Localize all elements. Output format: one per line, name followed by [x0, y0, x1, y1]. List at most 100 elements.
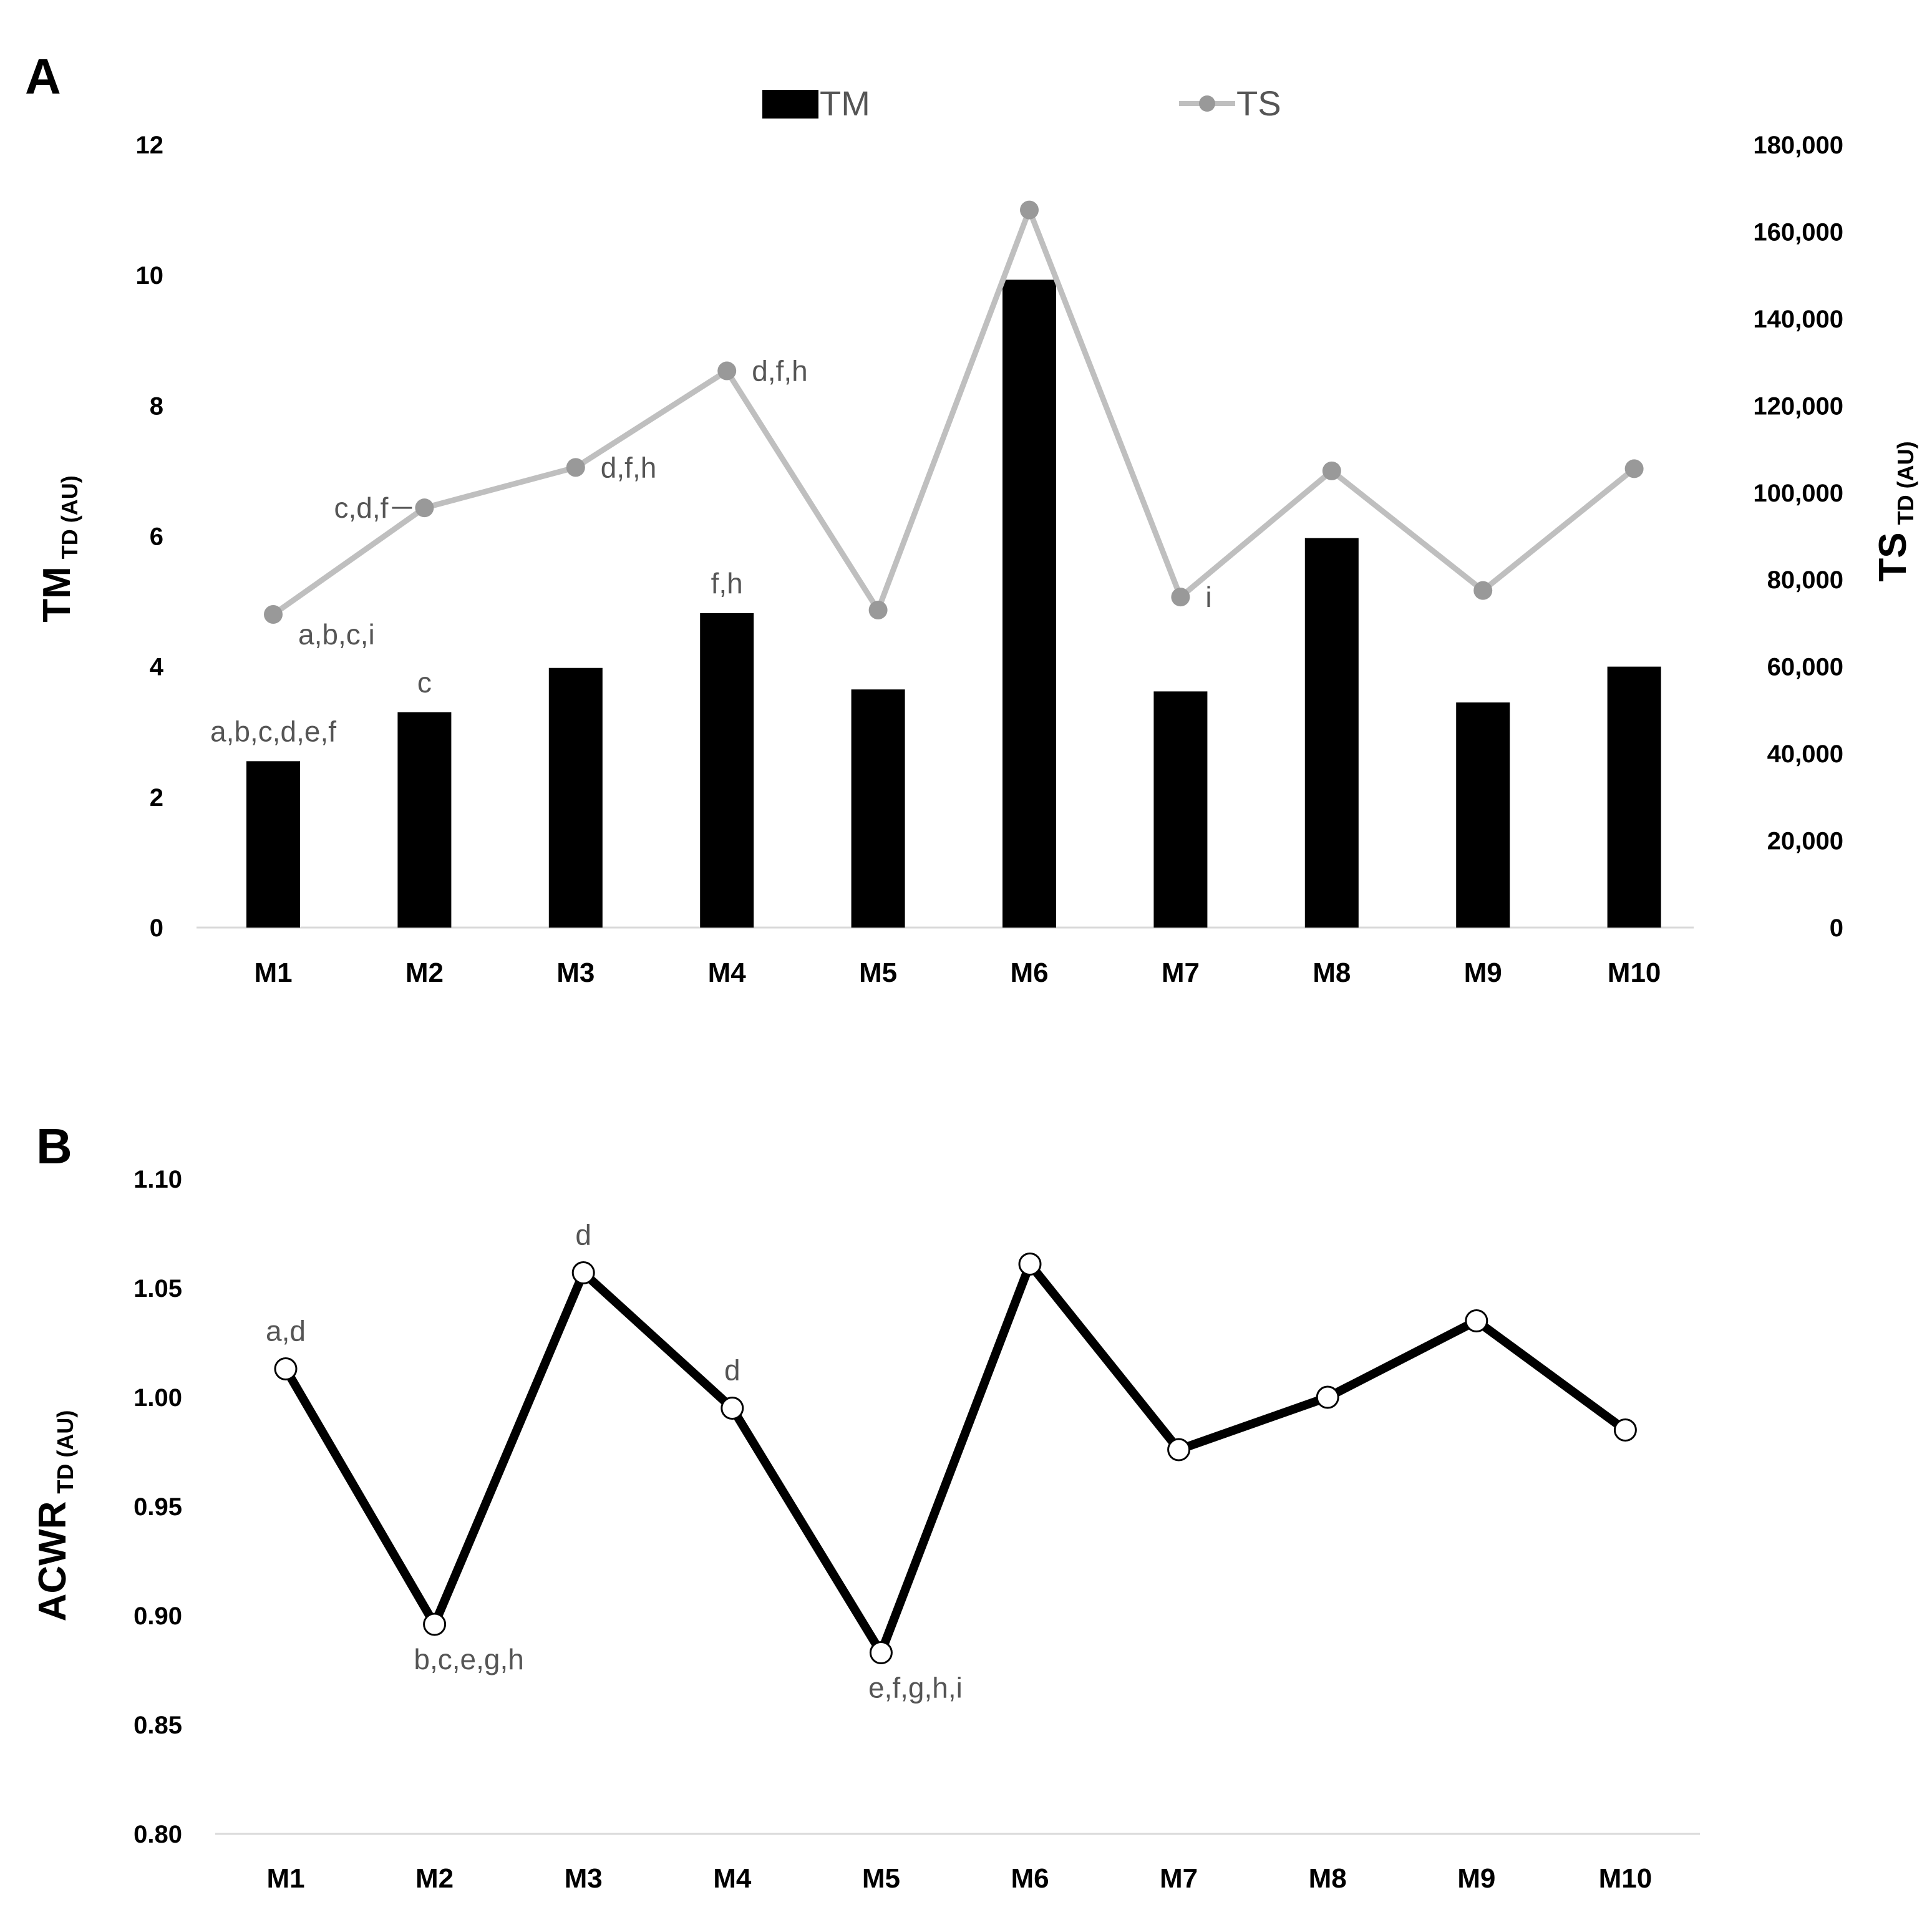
legend-ts-marker [1199, 95, 1215, 112]
acwr-point [274, 1357, 298, 1380]
category-label: M5 [859, 957, 897, 988]
panel-a-ts-line [264, 200, 1644, 624]
panel-b-acwr-line [274, 1253, 1637, 1664]
right-tick-label: 40,000 [1767, 740, 1843, 768]
tm-bar [397, 712, 452, 928]
ts-point [1322, 461, 1341, 480]
panel-b-label: B [36, 1118, 72, 1174]
acwr-annotation: d [575, 1219, 591, 1251]
tm-annotation: f,h [711, 567, 743, 599]
category-label: M3 [556, 957, 595, 988]
acwr-point [1316, 1385, 1339, 1409]
left-tick-label: 0 [150, 914, 163, 942]
category-label: M5 [862, 1863, 900, 1894]
acwr-annotation: e,f,g,h,i [868, 1672, 963, 1704]
tm-bar [1304, 538, 1359, 928]
panel-a-bars [246, 279, 1661, 928]
panel-b-categories: M1 M2 M3 M4 M5 M6 M7 M8 M9 M10 [266, 1863, 1652, 1894]
category-label: M1 [254, 957, 292, 988]
acwr-annotation: b,c,e,g,h [414, 1643, 523, 1675]
ts-point [1020, 200, 1039, 220]
ts-series-line [271, 207, 1636, 617]
panel-b-ticks: 0.80 0.85 0.90 0.95 1.00 1.05 1.10 [133, 1166, 182, 1848]
ts-annotation: i [1205, 581, 1211, 613]
left-axis-title-sub: TD (AU) [57, 475, 82, 559]
category-label: M10 [1599, 1863, 1653, 1894]
category-label: M10 [1608, 957, 1661, 988]
tm-annotation: a,b,c,d,e,f [210, 715, 336, 747]
left-tick-label: 10 [136, 262, 164, 289]
acwr-point [869, 1641, 893, 1664]
panel-a-right-axis-title: TS TD (AU) [1871, 441, 1918, 581]
tm-bar [246, 761, 300, 928]
tm-bar [1153, 691, 1208, 928]
acwr-tick-label: 1.10 [133, 1166, 182, 1193]
legend-ts-label: TS [1236, 84, 1281, 123]
right-axis-title-main: TS [1871, 532, 1915, 581]
acwr-series-line [281, 1259, 1628, 1657]
left-tick-label: 4 [150, 654, 164, 681]
acwr-point [1018, 1253, 1042, 1276]
panel-b-y-axis-title: ACWR TD (AU) [31, 1410, 78, 1622]
tm-bar [1002, 279, 1056, 928]
tm-bar [1456, 702, 1510, 928]
ts-point [264, 605, 283, 624]
acwr-axis-title-sub: TD (AU) [52, 1410, 78, 1494]
ts-point [1171, 588, 1190, 607]
ts-annotation: d,f,h [752, 355, 808, 387]
ts-annotation: d,f,h [601, 451, 657, 483]
ts-annotation: c,d,f [334, 492, 388, 524]
panel-a-legend: TM TS [762, 84, 1281, 123]
panel-a-left-ticks: 0 2 4 6 8 10 12 [136, 132, 164, 942]
legend-tm-swatch [762, 90, 818, 119]
acwr-annotation: d [724, 1354, 740, 1387]
acwr-point [423, 1612, 447, 1636]
category-label: M8 [1313, 957, 1351, 988]
panel-a-categories: M1 M2 M3 M4 M5 M6 M7 M8 M9 M10 [254, 957, 1661, 988]
ts-annotation: a,b,c,i [298, 618, 375, 651]
acwr-tick-label: 0.80 [133, 1821, 182, 1848]
category-label: M4 [708, 957, 747, 988]
category-label: M4 [713, 1863, 752, 1894]
tm-bar [1607, 666, 1661, 928]
panel-a-right-ticks: 0 20,000 40,000 60,000 80,000 100,000 120,000 1… [1753, 132, 1843, 942]
category-label: M1 [266, 1863, 304, 1894]
acwr-annotation: a,d [266, 1315, 306, 1347]
panel-a-left-axis-title: TM TD (AU) [36, 475, 82, 623]
left-tick-label: 6 [150, 523, 163, 551]
acwr-point [571, 1261, 595, 1284]
acwr-point [1465, 1309, 1488, 1332]
category-label: M2 [405, 957, 444, 988]
category-label: M3 [565, 1863, 603, 1894]
acwr-point [721, 1397, 744, 1420]
right-tick-label: 0 [1830, 914, 1843, 942]
acwr-tick-label: 1.05 [133, 1275, 182, 1302]
category-label: M9 [1464, 957, 1502, 988]
category-label: M8 [1309, 1863, 1347, 1894]
legend-tm-label: TM [820, 84, 870, 123]
ts-point [717, 361, 737, 381]
category-label: M6 [1011, 1863, 1049, 1894]
acwr-tick-label: 1.00 [133, 1384, 182, 1412]
category-label: M6 [1010, 957, 1048, 988]
panel-a-label: A [25, 49, 61, 104]
tm-annotation: c [417, 666, 432, 699]
left-tick-label: 8 [150, 392, 163, 420]
ts-point [1473, 581, 1493, 600]
acwr-tick-label: 0.90 [133, 1602, 182, 1630]
right-tick-label: 80,000 [1767, 566, 1843, 594]
category-label: M7 [1162, 957, 1200, 988]
panel-a-annotations: a,b,c,d,e,f c f,h a,b,c,i c,d,f d,f,h d,f,h i [210, 355, 1212, 748]
right-tick-label: 140,000 [1753, 306, 1843, 333]
left-tick-label: 2 [150, 784, 163, 812]
right-axis-title-sub: TD (AU) [1893, 441, 1918, 525]
panel-b-annotations: a,d b,c,e,g,h d d e,f,g,h,i [266, 1219, 963, 1704]
right-tick-label: 60,000 [1767, 654, 1843, 681]
right-tick-label: 100,000 [1753, 480, 1843, 507]
category-label: M2 [415, 1863, 454, 1894]
acwr-axis-title-main: ACWR [31, 1501, 74, 1622]
ts-point [1624, 459, 1644, 478]
left-tick-label: 12 [136, 132, 164, 159]
category-label: M7 [1160, 1863, 1198, 1894]
